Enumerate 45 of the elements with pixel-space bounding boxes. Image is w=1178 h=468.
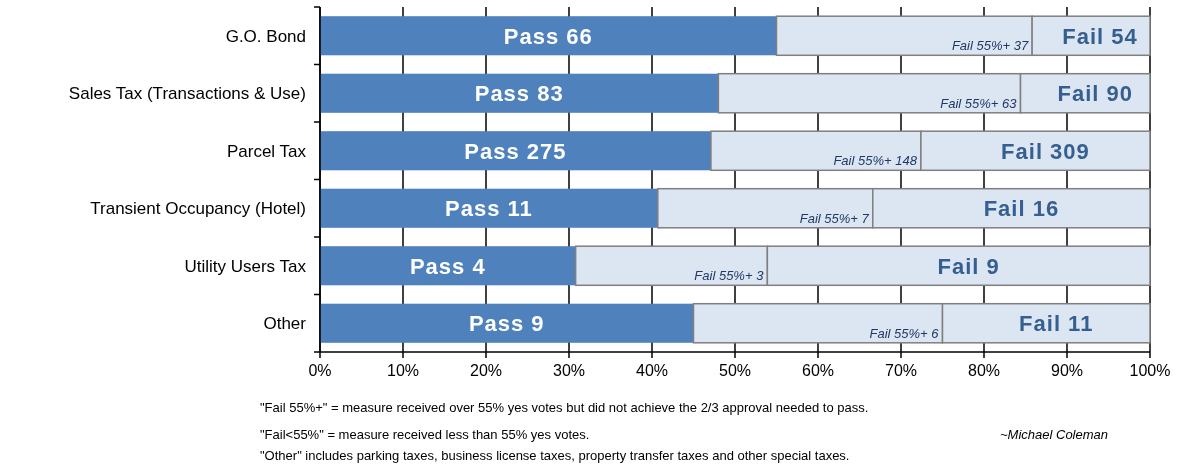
data-label: Fail 16 (983, 196, 1060, 222)
data-label: Pass 66 (503, 23, 593, 49)
bar (320, 73, 719, 113)
x-tick-label: 50% (718, 362, 752, 379)
y-tick-label: Parcel Tax (226, 141, 307, 161)
data-label: Pass 275 (464, 138, 567, 164)
data-label: Fail 309 (1001, 138, 1090, 164)
data-label: Pass 83 (474, 81, 564, 107)
annotation: Fail 55%+ 3 (694, 268, 765, 284)
data-label: Fail 11 (1019, 311, 1094, 337)
x-tick-label: 60% (801, 362, 835, 379)
text: ~Michael Coleman (1000, 427, 1109, 442)
y-tick-label: Transient Occupancy (Hotel) (90, 199, 306, 219)
y-tick-label: G.O. Bond (225, 26, 306, 46)
annotation: Fail 55%+ 37 (951, 38, 1029, 54)
data-label: Pass 4 (409, 253, 486, 279)
data-label: Pass 11 (445, 196, 533, 222)
text: "Fail 55%+" = measure received over 55% yes votes but did not achieve the 2/3 approval needed to pass. (260, 400, 869, 415)
x-tick-label: 0% (308, 362, 332, 379)
y-tick-label: Other (263, 314, 307, 334)
bar (320, 16, 777, 56)
y-tick-label: Utility Users Tax (184, 256, 307, 276)
bar (320, 246, 576, 286)
x-tick-label: 70% (884, 362, 918, 379)
data-label: Fail 9 (937, 253, 1000, 279)
x-tick-label: 30% (552, 362, 586, 379)
annotation: Fail 55%+ 63 (940, 95, 1018, 111)
y-tick-label: Sales Tax (Transactions & Use) (68, 84, 306, 104)
bar (320, 131, 711, 171)
bar (320, 303, 694, 343)
x-tick-label: 20% (469, 362, 503, 379)
x-tick-label: 40% (635, 362, 669, 379)
x-tick-label: 10% (386, 362, 420, 379)
bar (320, 188, 658, 228)
annotation: Fail 55%+ 7 (799, 210, 870, 226)
data-label: Pass 9 (468, 311, 545, 337)
text: "Fail<55%" = measure received less than 55% yes votes. (260, 427, 590, 442)
data-label: Fail 90 (1057, 81, 1133, 107)
x-tick-label: 100% (1129, 362, 1171, 379)
x-tick-label: 90% (1050, 362, 1084, 379)
data-label: Fail 54 (1062, 23, 1138, 49)
annotation: Fail 55%+ 148 (833, 153, 918, 169)
x-tick-label: 80% (967, 362, 1001, 379)
text: "Other" includes parking taxes, business license taxes, property transfer taxes and other special taxes. (260, 448, 850, 463)
annotation: Fail 55%+ 6 (869, 325, 940, 341)
